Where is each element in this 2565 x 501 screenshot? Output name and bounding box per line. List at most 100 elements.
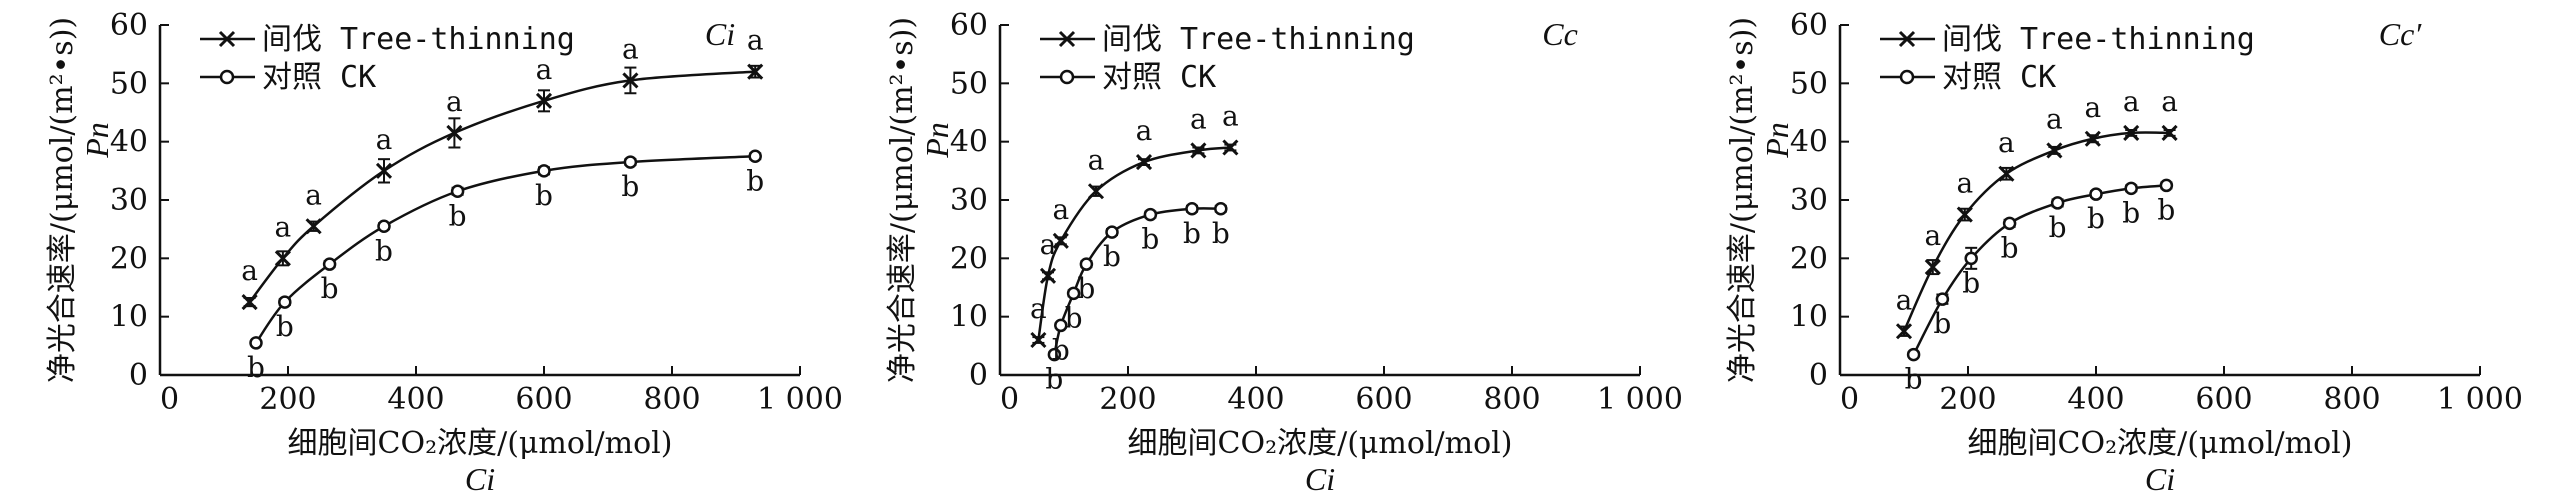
y-tick-label: 20 — [1790, 241, 1828, 276]
significance-label: b — [2087, 202, 2105, 235]
legend-marker-cross — [1898, 30, 1916, 48]
significance-label: b — [1052, 333, 1070, 366]
data-point-circle — [1105, 225, 1119, 239]
significance-label: b — [535, 179, 553, 212]
y-tick-label: 60 — [1790, 8, 1828, 43]
significance-label: b — [1905, 363, 1923, 396]
significance-label: b — [247, 351, 265, 384]
data-point-cross — [1087, 183, 1105, 200]
x-axis-symbol: Ci — [2145, 461, 2175, 497]
significance-label: a — [1136, 114, 1153, 147]
significance-label: a — [622, 32, 639, 65]
data-point-cross — [1956, 206, 1973, 223]
significance-label: b — [746, 164, 764, 197]
significance-label: b — [1183, 217, 1201, 250]
data-point-cross — [1222, 139, 1239, 156]
data-point-circle — [1066, 286, 1081, 301]
data-point-cross — [2046, 142, 2063, 159]
data-point-circle — [450, 184, 465, 198]
data-point-circle — [1964, 251, 1978, 266]
data-point-circle — [2124, 181, 2138, 196]
data-point-cross — [375, 162, 393, 179]
series-curve — [254, 155, 756, 344]
significance-label: a — [1924, 219, 1941, 252]
data-point-cross — [747, 63, 764, 80]
significance-label: a — [747, 24, 764, 57]
y-tick-label: 40 — [1790, 125, 1828, 160]
y-tick-label: 40 — [110, 125, 148, 160]
data-point-cross — [1052, 232, 1069, 249]
x-tick-label: 600 — [515, 382, 572, 417]
y-tick-label: 50 — [110, 66, 148, 101]
significance-label: a — [536, 53, 553, 86]
data-point-circle — [623, 155, 638, 169]
x-tick-label: 200 — [259, 382, 316, 417]
y-tick-label: 10 — [110, 300, 148, 335]
data-point-cross — [1998, 165, 2015, 182]
data-point-cross — [535, 92, 553, 109]
data-point-circle — [1143, 207, 1158, 222]
data-point-circle — [1214, 202, 1228, 216]
panel-corner-label: Cc′ — [2379, 16, 2423, 52]
data-point-circle — [377, 219, 391, 233]
panel-corner-label: Ci — [705, 16, 735, 52]
x-tick-label: 1 000 — [757, 382, 843, 417]
x-axis-title: 细胞间CO₂浓度/(μmol/mol) — [288, 426, 673, 461]
legend-label: 间伐 Tree-thinning — [1942, 22, 2255, 57]
x-axis-symbol: Ci — [1305, 461, 1335, 497]
legend-label: 对照 CK — [1102, 60, 1216, 95]
data-point-circle — [537, 164, 551, 178]
y-tick-label: 10 — [1790, 300, 1828, 335]
significance-label: a — [376, 123, 393, 156]
y-tick-label: 30 — [110, 183, 148, 218]
x-tick-label: 200 — [1939, 382, 1996, 417]
significance-label: a — [1956, 167, 1973, 200]
data-point-cross — [1030, 331, 1047, 349]
significance-label: a — [1030, 292, 1047, 325]
data-point-cross — [2123, 124, 2140, 141]
y-tick-label: 40 — [950, 125, 988, 160]
y-axis-symbol: Pn — [1759, 122, 1795, 159]
y-tick-label: 0 — [1809, 358, 1828, 393]
y-axis-title: 净光合速率/(μmol/(m²•s)) — [1725, 17, 1760, 383]
data-point-cross — [1924, 259, 1941, 276]
legend-marker-cross — [1058, 30, 1076, 48]
y-tick-label: 30 — [950, 183, 988, 218]
legend-label: 对照 CK — [1942, 60, 2056, 95]
data-point-circle — [1047, 347, 1062, 362]
data-point-circle — [748, 149, 762, 163]
significance-label: a — [2084, 91, 2101, 124]
data-point-circle — [1079, 257, 1094, 271]
legend-label: 间伐 Tree-thinning — [262, 22, 575, 57]
data-point-circle — [322, 257, 337, 271]
y-tick-label: 0 — [129, 358, 148, 393]
x-tick-label: 1 000 — [1597, 382, 1683, 417]
x-tick-label: 1 000 — [2437, 382, 2523, 417]
significance-label: b — [449, 199, 467, 232]
panel-corner-label: Cc — [1542, 16, 1578, 52]
significance-label: b — [276, 310, 294, 343]
significance-label: b — [621, 170, 639, 203]
x-tick-label: 0 — [160, 382, 179, 417]
data-point-cross — [1039, 267, 1057, 284]
significance-label: a — [1052, 193, 1069, 226]
y-axis-title: 净光合速率/(μmol/(m²•s)) — [885, 17, 920, 383]
significance-label: a — [2046, 102, 2063, 135]
y-axis-symbol: Pn — [79, 122, 115, 159]
significance-label: a — [1896, 283, 1913, 316]
significance-label: b — [1962, 266, 1980, 299]
x-tick-label: 800 — [2323, 382, 2380, 417]
significance-label: a — [2161, 85, 2178, 118]
y-axis-title: 净光合速率/(μmol/(m²•s)) — [45, 17, 80, 383]
significance-label: a — [1998, 126, 2015, 159]
y-tick-label: 30 — [1790, 183, 1828, 218]
y-tick-label: 10 — [950, 300, 988, 335]
significance-label: a — [2123, 85, 2140, 118]
significance-label: b — [2001, 231, 2019, 264]
significance-label: b — [321, 272, 339, 305]
significance-label: b — [375, 234, 393, 267]
y-tick-label: 50 — [1790, 66, 1828, 101]
